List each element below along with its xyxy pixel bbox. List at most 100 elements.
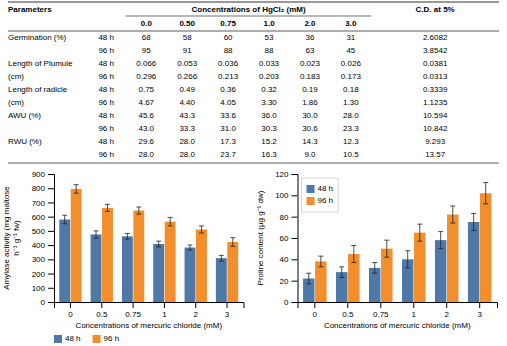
error-bar xyxy=(74,185,79,194)
table-cell: 53 xyxy=(265,33,274,42)
x-tick-mark xyxy=(446,302,447,308)
y-tick: 200 xyxy=(32,270,54,279)
bar xyxy=(315,261,326,302)
x-tick-mark xyxy=(314,302,315,308)
bar xyxy=(91,234,102,302)
table-cell: 0.3339 xyxy=(423,85,448,94)
y-tick-label: 300 xyxy=(32,255,46,264)
table-cell: 91 xyxy=(183,46,192,55)
x-tick: 3 xyxy=(477,302,482,319)
error-bar xyxy=(219,255,224,261)
table-time: 96 h xyxy=(98,72,114,81)
table-cell: 45.6 xyxy=(139,111,155,120)
y-tick: 40 xyxy=(280,255,298,264)
y-axis: 020406080100120 xyxy=(275,170,298,307)
y-tick-label: 700 xyxy=(32,199,46,208)
y-tick: 20 xyxy=(280,277,298,286)
table-row-label-line: (cm) xyxy=(8,98,24,107)
bar xyxy=(196,229,207,302)
legend-swatch xyxy=(307,185,315,193)
table-cell: 30.6 xyxy=(302,124,318,133)
x-tick-mark xyxy=(479,302,480,308)
y-tick-label: 500 xyxy=(32,227,46,236)
table-cell: 28.0 xyxy=(179,137,195,146)
y-tick-label: 80 xyxy=(280,213,289,222)
x-tick-mark xyxy=(164,302,165,308)
y-axis-title-line: Proline content (µg g⁻¹ dw) xyxy=(256,190,265,285)
table-cell: 13.57 xyxy=(425,150,446,159)
x-tick: 0.75 xyxy=(373,302,389,319)
table-cell: 31 xyxy=(346,33,355,42)
table: ParametersConcentrations of HgCl₂ (mM)C.… xyxy=(8,2,499,163)
y-tick: 500 xyxy=(32,227,54,236)
table-cell: 3.8542 xyxy=(423,46,448,55)
x-tick: 0 xyxy=(313,302,318,319)
axis-line xyxy=(292,175,299,303)
x-tick-label: 1 xyxy=(162,310,167,319)
table-rule xyxy=(8,2,499,3)
table-time: 96 h xyxy=(98,46,114,55)
table-cell: 0.0381 xyxy=(423,59,448,68)
x-tick-label: 3 xyxy=(477,310,482,319)
table-cell: 0.49 xyxy=(179,85,195,94)
error-bar xyxy=(450,206,455,223)
table-subheader: 0.50 xyxy=(179,19,195,28)
table-cell: 0.183 xyxy=(300,72,321,81)
table-cell: 16.3 xyxy=(261,150,277,159)
legend-box xyxy=(302,178,339,212)
legend-swatch xyxy=(307,197,315,205)
y-tick-mark xyxy=(48,245,54,246)
legend-swatch xyxy=(54,335,62,343)
table-time: 48 h xyxy=(98,85,114,94)
axis-line xyxy=(298,303,498,309)
error-bar xyxy=(199,226,204,233)
table-cell: 30.3 xyxy=(261,124,277,133)
table-cell: 0.75 xyxy=(139,85,155,94)
y-tick: 80 xyxy=(280,213,298,222)
table-row-label: RWU (%) xyxy=(8,137,42,146)
y-tick: 0 xyxy=(284,298,297,307)
table-row-label-line: Length of Plumule xyxy=(8,59,73,68)
table-cell: 43.3 xyxy=(179,111,195,120)
y-tick: 100 xyxy=(32,284,54,293)
table-cell: 0.023 xyxy=(300,59,321,68)
table-cell: 30.0 xyxy=(302,111,318,120)
table-cell: 23.7 xyxy=(220,150,236,159)
table-time: 48 h xyxy=(98,59,114,68)
table-cell: 28.0 xyxy=(139,150,155,159)
table-time: 48 h xyxy=(98,137,114,146)
y-tick-mark xyxy=(292,174,298,175)
error-bar xyxy=(156,241,161,247)
table-row-label: Germination (%) xyxy=(8,33,67,42)
y-tick-mark xyxy=(292,217,298,218)
table-header: Concentrations of HgCl₂ (mM) xyxy=(191,5,306,14)
table-row-label: AWU (%) xyxy=(8,111,41,120)
table-cell: 0.266 xyxy=(177,72,198,81)
table-row-label-line: (cm) xyxy=(8,72,24,81)
table-cell: 4.40 xyxy=(179,98,195,107)
table-cell: 28.0 xyxy=(343,111,359,120)
table-cell: 0.19 xyxy=(302,85,318,94)
x-tick-mark xyxy=(101,302,102,308)
y-tick: 600 xyxy=(32,213,54,222)
plot-area xyxy=(303,183,491,302)
table-cell: 43.0 xyxy=(139,124,155,133)
y-tick-mark xyxy=(292,238,298,239)
table-cell: 0.36 xyxy=(220,85,236,94)
table-cell: 14.3 xyxy=(302,137,318,146)
legend: 48 h96 h xyxy=(302,178,339,212)
y-tick-label: 120 xyxy=(275,170,289,179)
error-bar xyxy=(125,233,130,239)
x-tick-label: 0 xyxy=(313,310,318,319)
legend-label: 48 h xyxy=(65,334,81,343)
table-time: 96 h xyxy=(98,98,114,107)
legend: 48 h96 h xyxy=(54,334,119,343)
y-tick-label: 400 xyxy=(32,241,46,250)
bar xyxy=(414,233,425,302)
table-cell: 29.6 xyxy=(139,137,155,146)
x-tick-label: 1 xyxy=(412,310,417,319)
bar xyxy=(71,189,82,302)
table-cell: 9.293 xyxy=(425,137,446,146)
x-tick: 3 xyxy=(225,302,230,319)
y-tick-mark xyxy=(48,274,54,275)
